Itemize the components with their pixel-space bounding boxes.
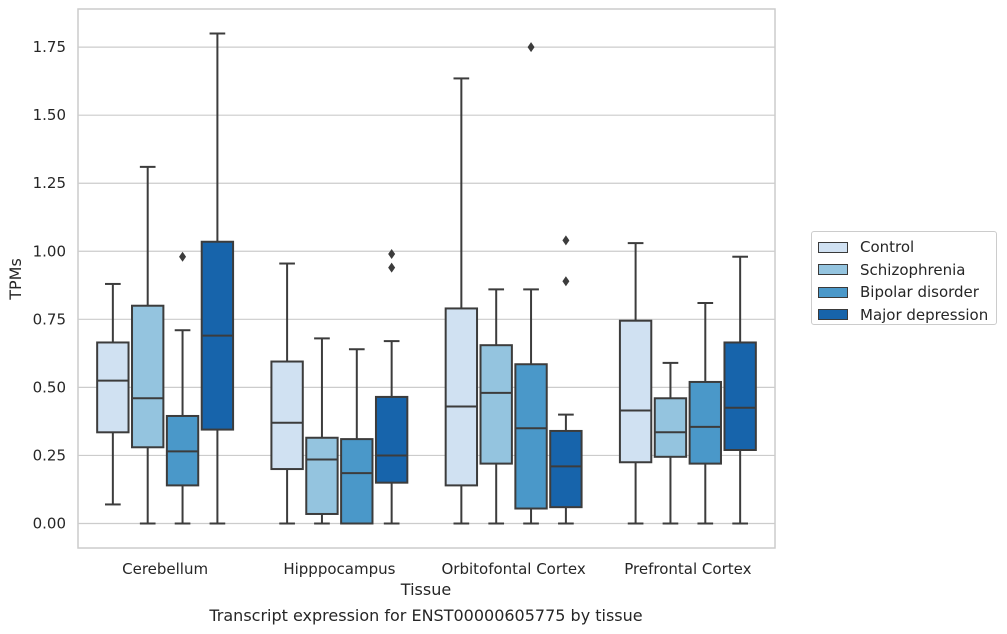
legend-label: Schizophrenia — [860, 260, 966, 279]
box — [131, 165, 165, 525]
outlier-point — [562, 276, 570, 287]
box-body — [270, 360, 304, 471]
box-body — [131, 304, 165, 449]
x-axis-ticks: Cerebellum Hipppocampus Orbitofontal Corte… — [122, 560, 751, 578]
y-tick-label: 0.25 — [33, 446, 66, 464]
box-body — [96, 341, 130, 434]
box — [270, 262, 304, 525]
legend-item-schizophrenia: Schizophrenia — [818, 259, 996, 282]
box — [653, 361, 688, 525]
x-tick-label: Orbitofontal Cortex — [442, 560, 586, 578]
chart-caption: Transcript expression for ENST0000060577… — [209, 606, 643, 625]
box — [340, 348, 374, 525]
legend-swatch-bipolar-disorder — [818, 286, 848, 298]
box-body — [340, 438, 374, 525]
box — [514, 42, 548, 525]
box — [200, 32, 235, 525]
x-tick-label: Prefrontal Cortex — [624, 560, 751, 578]
y-axis-label: TPMs — [6, 258, 25, 301]
legend-item-bipolar-disorder: Bipolar disorder — [818, 281, 996, 304]
box — [479, 288, 513, 525]
y-tick-label: 0.50 — [33, 378, 66, 396]
box-body — [723, 341, 757, 452]
outlier-point — [388, 262, 396, 273]
x-axis-label: Tissue — [400, 580, 451, 599]
y-tick-label: 1.00 — [33, 242, 66, 260]
outlier-point — [562, 235, 570, 246]
outlier-point — [388, 249, 396, 259]
legend-item-control: Control — [818, 236, 996, 259]
box-body — [374, 395, 409, 484]
box-body — [688, 380, 722, 465]
outlier-point — [527, 42, 535, 53]
box — [374, 249, 409, 525]
y-tick-label: 1.25 — [33, 174, 66, 192]
box-body — [479, 344, 513, 465]
box-body — [653, 397, 688, 458]
box — [618, 242, 653, 525]
legend-swatch-control — [818, 241, 848, 253]
plot-area-frame — [77, 8, 776, 549]
x-tick-label: Hipppocampus — [283, 560, 395, 578]
box — [96, 282, 130, 506]
box — [723, 255, 757, 525]
chart-legend: Control Schizophrenia Bipolar disorder M… — [811, 231, 997, 325]
y-tick-label: 0.75 — [33, 310, 66, 328]
y-tick-label: 1.75 — [33, 38, 66, 56]
legend-item-major-depression: Major depression — [818, 304, 996, 327]
legend-label: Control — [860, 238, 915, 257]
box-series — [96, 32, 757, 525]
x-tick-label: Cerebellum — [122, 560, 208, 578]
box — [688, 302, 722, 525]
outlier-point — [179, 251, 187, 262]
legend-label: Bipolar disorder — [860, 283, 979, 302]
box — [165, 251, 200, 525]
legend-label: Major depression — [860, 305, 989, 324]
y-axis-ticks: 0.00 0.25 0.50 0.75 1.00 1.25 1.50 1.75 — [33, 38, 66, 532]
box-body — [618, 319, 653, 464]
y-tick-label: 0.00 — [33, 515, 66, 533]
box-body — [305, 436, 339, 515]
box-body — [514, 363, 548, 510]
box — [549, 235, 583, 525]
box — [444, 77, 479, 525]
box-body — [444, 307, 479, 487]
legend-swatch-major-depression — [818, 309, 848, 321]
y-tick-label: 1.50 — [33, 106, 66, 124]
legend-swatch-schizophrenia — [818, 264, 848, 276]
box — [305, 337, 339, 525]
box-body — [549, 429, 583, 509]
